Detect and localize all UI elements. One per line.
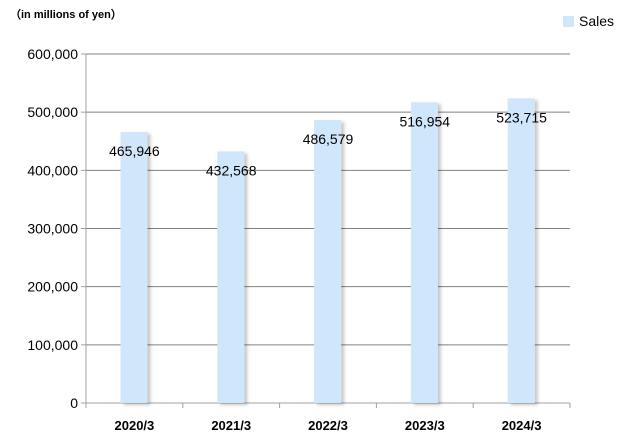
bar	[410, 102, 438, 404]
data-label: 465,946	[109, 143, 160, 159]
y-tick-label: 300,000	[27, 221, 78, 237]
unit-label: （in millions of yen）	[10, 9, 122, 21]
x-tick-label: 2020/3	[115, 418, 155, 433]
legend-label-sales: Sales	[579, 13, 615, 29]
bar	[314, 119, 342, 404]
y-tick-label: 400,000	[27, 162, 78, 178]
x-tick-label: 2022/3	[308, 418, 348, 433]
data-label: 432,568	[206, 162, 257, 178]
y-tick-label: 500,000	[27, 104, 78, 120]
legend-swatch	[563, 15, 574, 27]
x-tick-label: 2023/3	[405, 418, 445, 433]
y-tick-label: 600,000	[27, 46, 78, 62]
x-tick-label: 2024/3	[502, 418, 542, 433]
data-label: 523,715	[496, 109, 547, 125]
y-tick-label: 200,000	[27, 279, 78, 295]
labels: 0 100,000 200,000 300,000 400,000 500,000 600,…	[27, 46, 547, 433]
data-label: 486,579	[303, 131, 354, 147]
legend: Sales	[563, 13, 614, 29]
y-tick-label: 100,000	[27, 337, 78, 353]
data-label: 516,954	[399, 113, 450, 129]
bar	[217, 151, 245, 403]
x-tick-label: 2021/3	[211, 418, 251, 433]
bar	[507, 98, 535, 404]
y-tick-label: 0	[70, 395, 78, 411]
bars	[120, 98, 535, 404]
bar	[120, 131, 148, 404]
